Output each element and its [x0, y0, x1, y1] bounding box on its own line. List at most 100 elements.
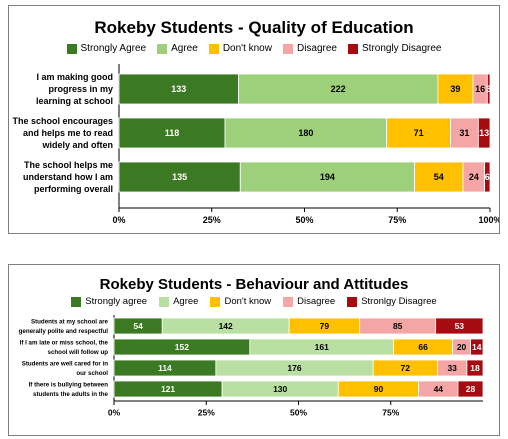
- legend-label: Strongly Agree: [80, 43, 147, 54]
- data-label: 33: [447, 363, 457, 373]
- bar-segment: [118, 161, 241, 193]
- legend-swatch: [159, 296, 170, 307]
- data-label: 54: [133, 321, 143, 331]
- data-label: 121: [161, 384, 175, 394]
- legend-swatch: [282, 43, 293, 54]
- legend-label: Disagree: [297, 296, 336, 307]
- data-label: 72: [401, 363, 411, 373]
- bar-segment: [466, 359, 484, 377]
- legend-item-agree: Agree: [159, 296, 198, 307]
- legend-label: Agree: [171, 43, 198, 54]
- data-label: 135: [172, 172, 187, 182]
- data-label: 130: [273, 384, 287, 394]
- data-label: 152: [175, 342, 189, 352]
- chart-legend: Strongly agree Agree Don't know Disagree…: [9, 296, 499, 307]
- bar-segment: [470, 338, 484, 356]
- data-label: 18: [470, 363, 480, 373]
- data-label: 44: [434, 384, 444, 394]
- legend-item-strongly-disagree: Strongly Disagree: [348, 43, 441, 54]
- bar-segment: [484, 161, 491, 193]
- legend-label: Don't know: [224, 296, 272, 307]
- data-label: 222: [331, 84, 346, 94]
- bar-segment: [457, 380, 484, 398]
- legend-item-dont-know: Don't know: [210, 296, 271, 307]
- data-label: 39: [450, 84, 460, 94]
- bar-segment: [435, 317, 484, 335]
- category-label: The school encourages and helps me to rea…: [12, 116, 113, 150]
- chart-plot: 0% 25% 50% 75% 100% 133 222 39 163 I am making go…: [12, 64, 499, 225]
- data-label: 13: [479, 128, 489, 138]
- legend-item-disagree: Disagree: [283, 296, 335, 307]
- legend-item-dont-know: Don't know: [208, 43, 272, 54]
- data-label: 114: [158, 363, 172, 373]
- legend-item-disagree: Disagree: [282, 43, 337, 54]
- data-label: 79: [320, 321, 330, 331]
- bar-segment: [239, 161, 415, 193]
- bar-segment: [477, 117, 491, 149]
- data-label: 28: [466, 384, 476, 394]
- chart-plot: 0% 25% 50% 75% 54 142 79 85 53 Students at my sch…: [19, 315, 484, 418]
- legend-label: Stronlgy Disagree: [361, 296, 437, 307]
- data-label: 161: [315, 342, 329, 352]
- bar-segment: [238, 73, 439, 105]
- category-label: If I am late or miss school, the school w…: [20, 340, 109, 356]
- bar-segment: [118, 117, 226, 149]
- data-label: 6: [485, 172, 490, 182]
- bar-segment: [386, 117, 451, 149]
- x-tick-label: 25%: [203, 215, 221, 225]
- legend-swatch: [157, 43, 168, 54]
- data-label: 14: [472, 342, 482, 352]
- legend-label: Agree: [173, 296, 199, 307]
- legend-item-strongly-agree: Strongly Agree: [66, 43, 147, 54]
- legend-swatch: [283, 296, 294, 307]
- chart-title: Rokeby Students - Quality of Education: [94, 18, 414, 37]
- data-label: 180: [298, 128, 313, 138]
- bar-segment: [437, 73, 474, 105]
- bar-segment: [414, 161, 464, 193]
- x-tick-label: 0%: [108, 408, 121, 418]
- legend-swatch: [347, 296, 358, 307]
- bar-segment: [450, 117, 479, 149]
- x-tick-label: 100%: [478, 215, 499, 225]
- data-label: 133: [171, 84, 186, 94]
- data-label: 71: [414, 128, 424, 138]
- x-tick-label: 50%: [295, 215, 313, 225]
- data-label: 24: [469, 172, 479, 182]
- x-tick-label: 25%: [198, 408, 215, 418]
- category-label: The school helps me understand how I am pe…: [23, 160, 113, 194]
- chart-legend: Strongly Agree Agree Don't know Disagree…: [9, 43, 499, 54]
- legend-swatch: [348, 43, 358, 54]
- legend-swatch: [71, 296, 82, 307]
- x-tick-label: 0%: [112, 215, 125, 225]
- legend-label: Strongly agree: [85, 296, 148, 307]
- legend-swatch: [208, 43, 219, 54]
- legend-label: Strongly Disagree: [362, 43, 442, 54]
- category-label: Students at my school are generally polit…: [19, 319, 109, 335]
- data-label: 3: [486, 84, 491, 94]
- data-label: 20: [457, 342, 467, 352]
- data-label: 53: [455, 321, 465, 331]
- data-label: 66: [418, 342, 428, 352]
- x-tick-label: 75%: [382, 408, 399, 418]
- data-label: 54: [434, 172, 444, 182]
- legend-swatch: [66, 43, 77, 54]
- category-label: Students are well cared for in our school: [22, 361, 109, 377]
- legend-item-strongly-disagree: Stronlgy Disagree: [347, 296, 437, 307]
- data-label: 16: [475, 84, 485, 94]
- legend-item-strongly-agree: Strongly agree: [71, 296, 147, 307]
- behaviour-and-attitudes-chart: Rokeby Students - Behaviour and Attitude…: [8, 264, 500, 436]
- data-label: 176: [287, 363, 301, 373]
- chart-title: Rokeby Students - Behaviour and Attitude…: [99, 276, 409, 293]
- x-tick-label: 50%: [290, 408, 307, 418]
- bar-segment: [224, 117, 388, 149]
- legend-label: Disagree: [296, 43, 337, 54]
- x-tick-label: 75%: [388, 215, 406, 225]
- legend-item-agree: Agree: [157, 43, 198, 54]
- category-label: I am making good progress in my learning a…: [36, 72, 113, 106]
- quality-of-education-chart: Rokeby Students - Quality of Education S…: [8, 5, 500, 234]
- data-label: 90: [374, 384, 384, 394]
- data-label: 85: [393, 321, 403, 331]
- data-label: 31: [459, 128, 469, 138]
- legend-swatch: [210, 296, 221, 307]
- data-label: 142: [219, 321, 233, 331]
